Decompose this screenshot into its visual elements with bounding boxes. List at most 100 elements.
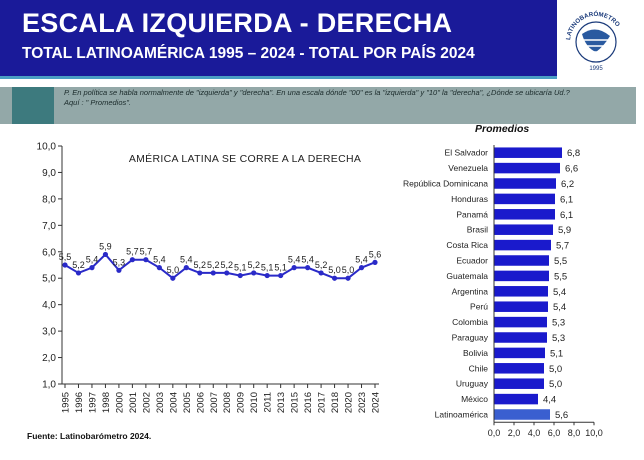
- x-tick-label: 2,0: [508, 428, 521, 438]
- bar-value-label: 6,2: [561, 179, 574, 190]
- x-tick-label: 2001: [128, 392, 139, 413]
- category-label: Panamá: [456, 209, 488, 219]
- bar-value-label: 5,7: [556, 241, 569, 252]
- data-label: 5,0: [342, 265, 355, 275]
- y-tick-label: 7,0: [42, 221, 56, 232]
- logo-years: 1995: [589, 66, 603, 72]
- x-tick-label: 2013: [276, 392, 287, 413]
- category-label: Colombia: [452, 317, 488, 327]
- category-label: El Salvador: [445, 148, 489, 158]
- x-tick-label: 2008: [222, 392, 233, 413]
- category-label: Uruguay: [456, 379, 489, 389]
- data-label: 5,6: [369, 249, 382, 259]
- data-point: [116, 267, 122, 273]
- x-tick-label: 1998: [101, 392, 112, 413]
- y-tick-label: 3,0: [42, 327, 56, 338]
- data-label: 5,4: [153, 255, 166, 265]
- x-tick-label: 2003: [155, 392, 166, 413]
- x-tick-label: 1996: [74, 392, 85, 413]
- data-label: 5,4: [86, 255, 99, 265]
- bar-value-label: 5,6: [555, 410, 568, 421]
- bar: [494, 332, 547, 343]
- data-label: 5,4: [355, 255, 368, 265]
- category-label: Latinoamérica: [435, 410, 489, 420]
- data-point: [62, 262, 68, 268]
- category-label: Brasil: [467, 225, 488, 235]
- category-label: Costa Rica: [446, 240, 488, 250]
- data-point: [372, 259, 378, 265]
- data-point: [210, 270, 216, 276]
- bar-value-label: 6,1: [560, 194, 573, 205]
- bar-chart-title: Promedios: [475, 123, 530, 135]
- data-point: [156, 265, 162, 271]
- bar: [494, 270, 549, 282]
- data-label: 5,2: [220, 260, 233, 270]
- x-tick-label: 2011: [263, 392, 274, 412]
- data-label: 5,1: [261, 263, 274, 273]
- bar: [494, 239, 551, 251]
- category-label: Argentina: [452, 286, 489, 296]
- x-tick-label: 2010: [249, 392, 260, 413]
- category-label: Paraguay: [452, 333, 489, 343]
- data-label: 5,1: [274, 263, 287, 273]
- y-tick-label: 8,0: [42, 194, 56, 205]
- category-label: Perú: [470, 302, 488, 312]
- data-point: [318, 270, 324, 276]
- data-point: [305, 265, 311, 271]
- bar-value-label: 5,4: [553, 287, 566, 298]
- data-point: [237, 272, 243, 279]
- category-labels: El Salvador Venezuela República Dominicana…: [403, 148, 489, 420]
- y-tick-label: 9,0: [42, 168, 56, 179]
- x-tick-label: 2015: [290, 392, 301, 413]
- bar: [494, 363, 544, 374]
- data-label: 5,3: [113, 257, 126, 267]
- source-note: Fuente: Latinobarómetro 2024.: [27, 431, 152, 441]
- category-label: Guatemala: [446, 271, 488, 281]
- data-point: [183, 265, 189, 271]
- x-axis: 0,0 2,0 4,0 6,0 8,0 10,0: [488, 145, 603, 438]
- y-tick-label: 1,0: [42, 380, 56, 391]
- bar-value-label: 5,0: [549, 379, 562, 390]
- question-marker: [12, 87, 54, 124]
- data-label: 5,2: [72, 260, 85, 270]
- x-tick-label: 2000: [114, 392, 125, 413]
- data-label: 5,1: [234, 263, 247, 273]
- banner-background: [0, 0, 557, 76]
- bar: [494, 409, 550, 420]
- x-tick-label: 2004: [168, 392, 179, 413]
- x-tick-label: 2007: [209, 392, 220, 413]
- data-label: 5,2: [247, 260, 260, 270]
- data-label: 5,2: [315, 260, 328, 270]
- x-tick-label: 2005: [182, 392, 193, 413]
- x-tick-label: 0,0: [488, 428, 501, 438]
- data-point: [102, 251, 109, 258]
- bar: [494, 162, 560, 174]
- data-label: 5,9: [99, 241, 112, 251]
- data-label: 5,4: [301, 255, 314, 265]
- bar-chart: El Salvador Venezuela República Dominicana…: [403, 145, 603, 438]
- data-point: [224, 270, 230, 276]
- line-chart-title: AMÉRICA LATINA SE CORRE A LA DERECHA: [129, 152, 361, 165]
- x-tick-label: 2024: [371, 392, 382, 413]
- data-label: 5,7: [126, 247, 139, 257]
- data-point: [143, 257, 149, 263]
- x-tick-label: 10,0: [585, 428, 603, 438]
- line-chart: 1,0 2,0 3,0 4,0 5,0 6,0 7,0 8,0 9,0 10,0 1995 1996…: [37, 142, 382, 414]
- page-title: ESCALA IZQUIERDA - DERECHA: [22, 8, 453, 38]
- y-tick-label: 2,0: [42, 353, 56, 364]
- x-tick-label: 6,0: [548, 428, 561, 438]
- bar: [494, 316, 547, 328]
- bar: [494, 147, 562, 158]
- data-label: 5,4: [288, 255, 301, 265]
- data-point: [264, 272, 270, 279]
- data-label: 5,7: [140, 247, 153, 257]
- x-tick-label: 2016: [303, 392, 314, 413]
- banner-stripe: [0, 76, 557, 79]
- x-tick-label: 8,0: [568, 428, 581, 438]
- data-label: 5,0: [167, 265, 180, 275]
- data-point: [345, 275, 351, 281]
- y-tick-label: 5,0: [42, 274, 56, 285]
- bar: [494, 301, 548, 312]
- x-tick-label: 2020: [344, 392, 355, 413]
- x-tick-label: 4,0: [528, 428, 541, 438]
